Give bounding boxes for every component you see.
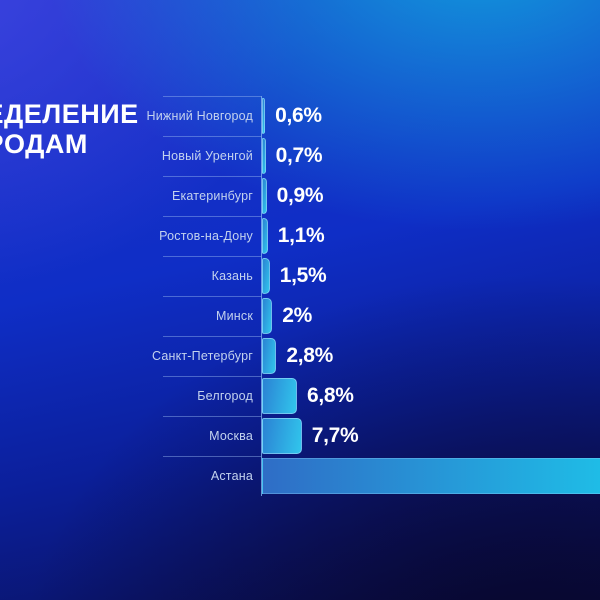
row-separator — [163, 455, 261, 457]
row-separator — [163, 375, 261, 377]
bar — [262, 458, 600, 494]
bar — [262, 258, 270, 294]
city-label: Новый Уренгой — [161, 149, 253, 163]
city-label: Минск — [215, 309, 253, 323]
value-label: 2% — [282, 304, 313, 327]
value-label: 0,6% — [275, 104, 322, 127]
chart-title: ЕДЕЛЕНИЕ РОДАМ — [0, 99, 139, 159]
value-label: 6,8% — [307, 384, 354, 407]
bar — [262, 138, 266, 174]
chart-row: Ростов-на-Дону 1,1% — [0, 215, 600, 256]
value-label: 2,8% — [286, 344, 334, 367]
bar — [262, 378, 297, 414]
chart-row: Москва 7,7% — [0, 415, 600, 456]
city-label: Белгород — [197, 389, 253, 403]
cropped-letter-fragment: Р — [0, 129, 4, 159]
bar — [262, 298, 273, 334]
chart-row: Белгород 6,8% — [0, 375, 600, 416]
value-label: 7,7% — [311, 424, 359, 447]
value-label: 0,9% — [276, 184, 324, 207]
chart-row: Минск 2% — [0, 295, 600, 336]
city-label: Казань — [211, 269, 253, 283]
axis-line — [260, 96, 262, 496]
bar — [262, 98, 266, 134]
row-separator — [163, 415, 261, 417]
value-label: 0,7% — [275, 144, 323, 167]
bar — [262, 178, 267, 214]
city-label: Санкт-Петербург — [151, 349, 253, 363]
row-separator — [163, 95, 261, 97]
cropped-letter-fragment: Е — [0, 99, 4, 129]
chart-title-line-1: ЕДЕЛЕНИЕ — [0, 99, 139, 129]
chart-title-line-2: РОДАМ — [0, 129, 139, 159]
city-label: Астана — [210, 469, 253, 483]
chart-title-line-2-text: ОДАМ — [4, 129, 88, 159]
bar-chart: Нижний Новгород 0,6% Новый Уренгой 0,7% Екат… — [0, 95, 600, 496]
row-separator — [163, 295, 261, 297]
row-separator — [163, 135, 261, 137]
row-separator — [163, 215, 261, 217]
city-label: Ростов-на-Дону — [159, 229, 253, 243]
chart-row: Казань 1,5% — [0, 255, 600, 296]
chart-row: Новый Уренгой 0,7% — [0, 135, 600, 176]
row-separator — [163, 175, 261, 177]
chart-row: Екатеринбург 0,9% — [0, 175, 600, 216]
bar — [262, 418, 302, 454]
city-label: Екатеринбург — [171, 189, 253, 203]
value-label: 1,5% — [279, 264, 327, 287]
value-label: 1,1% — [277, 224, 325, 247]
bar — [262, 338, 277, 374]
row-separator — [163, 335, 261, 337]
bar — [262, 218, 268, 254]
row-separator — [163, 255, 261, 257]
city-label: Москва — [209, 429, 253, 443]
chart-row: Астана — [0, 455, 600, 496]
chart-row: Санкт-Петербург 2,8% — [0, 335, 600, 376]
chart-row: Нижний Новгород 0,6% — [0, 95, 600, 136]
city-label: Нижний Новгород — [146, 109, 253, 123]
chart-title-line-1-text: ДЕЛЕНИЕ — [4, 99, 139, 129]
